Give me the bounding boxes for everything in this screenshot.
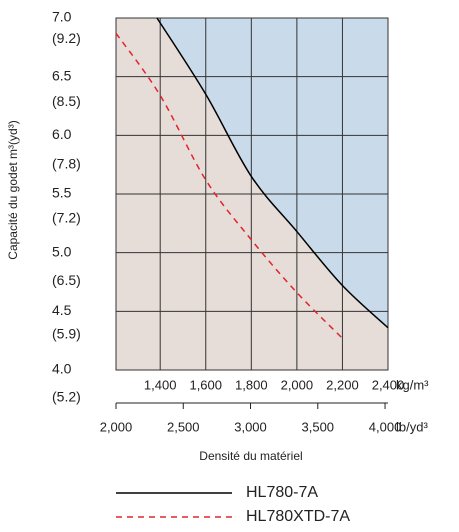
- x2-tick-label: 2,500: [167, 419, 200, 434]
- series-line: [156, 17, 389, 329]
- x-tick-label: 1,400: [144, 377, 177, 392]
- legend-label: HL780-7A: [246, 484, 318, 501]
- x-axis-title: Densité du matériel: [199, 449, 302, 463]
- x-tick-label: 1,800: [235, 377, 268, 392]
- y-tick-label: 4.0: [52, 361, 72, 377]
- region-fill: [157, 18, 388, 328]
- x-tick-label: 2,200: [326, 377, 359, 392]
- legend-label: HL780XTD-7A: [246, 508, 350, 525]
- y-tick-label: 7.0: [52, 9, 72, 25]
- y-tick-label: 4.5: [52, 302, 72, 318]
- y2-tick-label: (9.2): [52, 30, 81, 46]
- y2-tick-label: (5.2): [52, 388, 81, 404]
- y-tick-label: 6.0: [52, 126, 72, 142]
- y-tick-label: 5.0: [52, 243, 72, 259]
- plot-border: [115, 17, 389, 371]
- y2-tick-label: (8.5): [52, 93, 81, 109]
- y2-tick-label: (7.2): [52, 209, 81, 225]
- y2-tick-label: (5.9): [52, 326, 81, 342]
- y-tick-label: 6.5: [52, 67, 72, 83]
- x-tick-label: 2,000: [281, 377, 314, 392]
- y-tick-label: 5.5: [52, 185, 72, 201]
- x2-tick-label: 3,000: [234, 419, 267, 434]
- series-line: [115, 32, 343, 339]
- y2-tick-label: (6.5): [52, 272, 81, 288]
- y-axis-title: Capacité du godet m³(yd³): [6, 120, 20, 259]
- x-tick-label: 2,400: [372, 377, 405, 392]
- x2-tick-label: 2,000: [100, 419, 133, 434]
- x-unit: kg/m³: [396, 377, 429, 392]
- x2-unit: lb/yd³: [396, 419, 428, 434]
- y2-tick-label: (7.8): [52, 156, 81, 172]
- x2-tick-label: 4,000: [369, 419, 402, 434]
- x2-tick-label: 3,500: [302, 419, 335, 434]
- x-tick-label: 1,600: [189, 377, 222, 392]
